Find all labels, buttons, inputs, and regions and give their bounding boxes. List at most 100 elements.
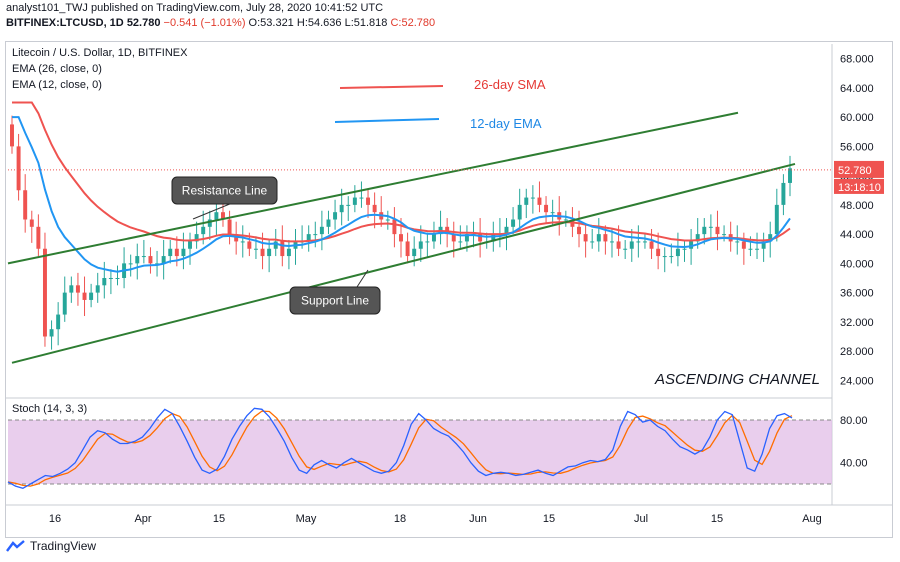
candle-body <box>418 241 423 249</box>
header-ohlc-line: BITFINEX:LTCUSD, 1D 52.780 −0.541 (−1.01… <box>6 17 435 29</box>
candle-body <box>23 190 28 220</box>
tradingview-logo-icon <box>6 540 25 552</box>
candle-body <box>478 234 483 242</box>
candle-body <box>563 219 568 221</box>
candle-body <box>161 256 166 264</box>
tradingview-logo-text: TradingView <box>30 539 97 553</box>
time-axis-tick-label: 15 <box>711 513 723 525</box>
sma-annotation-line <box>339 85 444 89</box>
candle-body <box>346 204 351 206</box>
time-axis-tick-label: May <box>296 513 317 525</box>
candle-body <box>524 197 529 205</box>
candle-body <box>240 241 245 243</box>
candle-body <box>616 241 621 249</box>
candle-body <box>273 241 278 249</box>
candle-body <box>247 241 252 249</box>
legend-ema26: EMA (26, close, 0) <box>12 63 102 75</box>
candle-body <box>675 248 680 257</box>
time-axis-tick-label: 15 <box>213 513 225 525</box>
candle-body <box>75 285 80 293</box>
candle-body <box>530 197 535 199</box>
price-axis-tick-label: 60.000 <box>840 112 874 124</box>
candle-body <box>695 234 700 242</box>
candle-body <box>504 226 509 235</box>
candle-body <box>352 197 357 205</box>
countdown-badge-text: 13:18:10 <box>838 182 881 194</box>
candle-body <box>82 292 87 300</box>
candle-body <box>544 204 549 213</box>
candle-body <box>214 212 219 220</box>
candle-body <box>656 248 661 257</box>
candle-body <box>194 234 199 242</box>
candle-body <box>168 248 173 257</box>
header-low: L:51.818 <box>344 17 388 29</box>
candle-body <box>108 278 113 279</box>
candle-body <box>590 241 595 243</box>
candle-body <box>174 248 179 257</box>
candle-body <box>537 197 542 205</box>
candle-body <box>451 234 456 242</box>
candle-body <box>636 241 641 243</box>
countdown-badge <box>834 178 884 194</box>
header-open: O:53.321 <box>248 17 294 29</box>
candle-body <box>517 204 522 220</box>
candle-body <box>708 226 713 228</box>
sma-annotation-label: 26-day SMA <box>474 77 546 92</box>
candle-body <box>682 248 687 250</box>
header-close-value: C:52.780 <box>390 17 436 29</box>
price-axis-tick-label: 48.000 <box>840 200 874 212</box>
channel-upper-line <box>7 111 739 265</box>
time-axis-tick-label: 18 <box>394 513 406 525</box>
header-close: 52.780 <box>126 17 161 29</box>
stoch-k-line <box>7 407 793 490</box>
candle-body <box>755 248 760 250</box>
candle-body <box>741 241 746 249</box>
last-price-badge-text: 52.780 <box>838 165 872 177</box>
channel-lower-line <box>11 162 796 364</box>
candle-body <box>280 241 285 257</box>
candle-body <box>326 219 331 227</box>
candle-body <box>267 248 272 257</box>
candle-body <box>181 248 186 257</box>
candle-body <box>458 241 463 243</box>
stoch-d-line <box>7 410 793 487</box>
tradingview-logo[interactable]: TradingView <box>6 539 96 553</box>
stoch-title: Stoch (14, 3, 3) <box>12 403 88 415</box>
candle-body <box>260 248 265 257</box>
candle-body <box>253 248 258 250</box>
price-axis-tick-label: 32.000 <box>840 317 874 329</box>
resistance-callout-text: Resistance Line <box>182 184 268 198</box>
time-axis-tick-label: Aug <box>802 513 822 525</box>
candle-body <box>491 234 496 242</box>
candle-body <box>155 263 160 265</box>
header-symbol: BITFINEX:LTCUSD, 1D <box>6 17 124 29</box>
time-axis-tick-label: Jun <box>469 513 487 525</box>
candle-body <box>768 234 773 242</box>
stoch-band-fill <box>8 420 832 484</box>
candle-body <box>313 234 318 236</box>
candle-body <box>748 248 753 250</box>
candle-body <box>319 226 324 235</box>
time-axis-tick-label: 16 <box>49 513 61 525</box>
candle-body <box>689 241 694 249</box>
candle-body <box>781 182 786 205</box>
candle-body <box>412 248 417 257</box>
candle-body <box>339 204 344 213</box>
candle-body <box>29 219 34 227</box>
candle-body <box>788 168 792 183</box>
last-price-badge <box>834 160 884 178</box>
legend-ema12: EMA (12, close, 0) <box>12 79 102 91</box>
candle-body <box>89 292 94 300</box>
stoch-axis-tick-label: 40.00 <box>840 458 868 470</box>
candle-body <box>207 219 212 227</box>
candle-body <box>735 241 740 243</box>
candle-body <box>95 285 100 293</box>
candle-body <box>629 241 634 249</box>
candle-body <box>306 234 311 242</box>
time-axis-tick-label: Apr <box>134 513 151 525</box>
candle-body <box>359 197 364 199</box>
candle-body <box>56 314 61 330</box>
candle-body <box>372 204 377 213</box>
price-axis-tick-label: 56.000 <box>840 141 874 153</box>
